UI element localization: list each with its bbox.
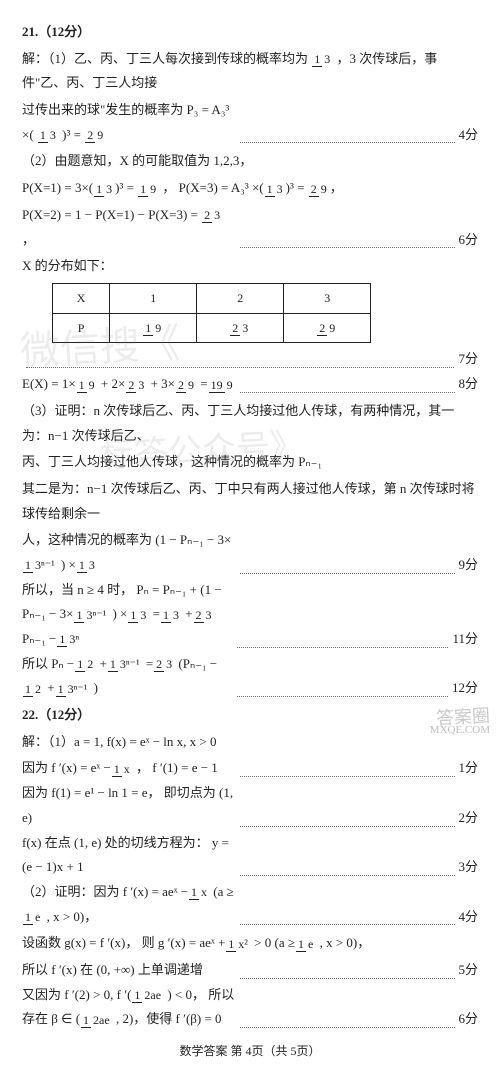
score: 11分 — [452, 627, 478, 652]
distribution-table: X 1 2 3 P 19 23 29 — [52, 283, 371, 344]
q22-l7: 所以 f ′(x) 在 (0, +∞) 上单调递增 5分 — [22, 958, 478, 983]
table-cell: 29 — [284, 313, 371, 343]
table-cell: P — [53, 313, 110, 343]
table-cell: 2 — [197, 283, 284, 313]
score: 4分 — [459, 123, 479, 148]
q21-l4: P(X=1) = 3×(13)³ = 19 ， P(X=3) = A₃³ ×(1… — [22, 176, 478, 201]
score: 1分 — [459, 756, 479, 781]
score: 4分 — [459, 905, 479, 930]
q22-title: 22.（12分） — [22, 703, 478, 728]
table-cell: 23 — [197, 313, 284, 343]
score: 6分 — [459, 228, 479, 253]
score: 3分 — [459, 855, 479, 880]
table-cell: 19 — [110, 313, 197, 343]
score: 7分 — [458, 347, 478, 372]
page-footer: 数学答案 第 4页（共 5页） — [22, 1040, 478, 1063]
q21-l10: 其二是为：n−1 次传球后乙、丙、丁中只有两人接过他人传球，第 n 次传球时将球… — [22, 477, 478, 526]
score: 12分 — [452, 676, 478, 701]
q21-l5: P(X=2) = 1 − P(X=1) − P(X=3) = 23 ， 6分 — [22, 203, 478, 252]
q21-l6: X 的分布如下： — [22, 254, 478, 279]
table-cell: 1 — [110, 283, 197, 313]
q21-s3: 7分 — [22, 347, 478, 372]
table-cell: X — [53, 283, 110, 313]
score: 9分 — [459, 553, 479, 578]
score: 2分 — [459, 806, 479, 831]
q22-l3: 因为 f(1) = e¹ − ln 1 = e， 即切点为 (1, e) 2分 — [22, 781, 478, 830]
score: 8分 — [459, 372, 479, 397]
q22-l5: （2）证明：因为 f ′(x) = aeˣ −1x (a ≥1e , x > 0… — [22, 880, 478, 929]
q22-l8: 又因为 f ′(2) > 0, f ′(12ae ) < 0， 所以存在 β ∈… — [22, 983, 478, 1032]
q22-l6: 设函数 g(x) = f ′(x)， 则 g ′(x) = aeˣ +1x² >… — [22, 931, 478, 956]
table-cell: 3 — [284, 283, 371, 313]
q22-l2: 因为 f ′(x) = eˣ −1x ， f ′(1) = e − 1 1分 — [22, 756, 478, 781]
q21-l13: 所以 Pₙ −12 +13ⁿ⁻¹ =23 (Pₙ₋₁ −12 +13ⁿ⁻¹ ) … — [22, 652, 478, 701]
q21-l3: （2）由题意知，X 的可能取值为 1,2,3， — [22, 149, 478, 174]
score: 5分 — [459, 958, 479, 983]
q21-l1: 解：（1）乙、丙、丁三人每次接到传球的概率均为 13 ，3 次传球后，事件"乙、… — [22, 47, 478, 96]
q22-l1: 解：（1）a = 1, f(x) = eˣ − ln x, x > 0 — [22, 730, 478, 755]
q21-title: 21.（12分） — [22, 20, 478, 45]
q21-l12: 所以，当 n ≥ 4 时， Pₙ = Pₙ₋₁ + (1 − Pₙ₋₁ − 3×… — [22, 578, 478, 652]
q21-l9: 丙、丁三人均接过他人传球，这种情况的概率为 Pₙ₋₁ — [22, 450, 478, 475]
q21-l11: 人，这种情况的概率为 (1 − Pₙ₋₁ − 3×13ⁿ⁻¹ ) ×13 9分 — [22, 528, 478, 577]
q22-l4: f(x) 在点 (1, e) 处的切线方程为： y = (e − 1)x + 1… — [22, 831, 478, 880]
q21-l7: E(X) = 1×19 + 2×23 + 3×29 =199 8分 — [22, 372, 478, 397]
score: 6分 — [459, 1007, 479, 1032]
q21-l8: （3）证明：n 次传球后乙、丙、丁三人均接过他人传球，有两种情况，其一为：n−1… — [22, 399, 478, 448]
q21-l2: 过传出来的球"发生的概率为 P₃ = A₃³ ×( 13 )³ = 29 4分 — [22, 98, 478, 147]
